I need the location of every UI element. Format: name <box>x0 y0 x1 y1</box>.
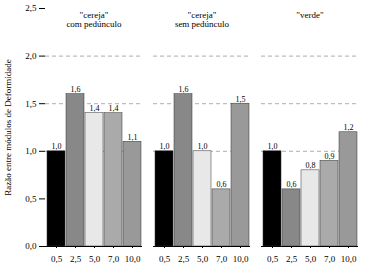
svg-text:5,0: 5,0 <box>305 254 317 264</box>
svg-text:0,0: 0,0 <box>25 241 37 251</box>
svg-text:"verde": "verde" <box>296 10 324 20</box>
svg-text:7,0: 7,0 <box>108 254 120 264</box>
svg-text:0,6: 0,6 <box>287 180 297 189</box>
svg-text:0,5: 0,5 <box>25 194 37 204</box>
svg-text:1,5: 1,5 <box>25 99 37 109</box>
svg-text:10,0: 10,0 <box>233 254 249 264</box>
svg-text:2,5: 2,5 <box>70 254 82 264</box>
svg-text:7,0: 7,0 <box>324 254 336 264</box>
svg-text:2,0: 2,0 <box>25 51 37 61</box>
svg-text:0,9: 0,9 <box>325 152 335 161</box>
svg-text:"cereja"com pedúnculo: "cereja"com pedúnculo <box>66 10 122 29</box>
svg-text:1,4: 1,4 <box>109 104 119 113</box>
svg-text:2,5: 2,5 <box>286 254 298 264</box>
svg-text:5,0: 5,0 <box>197 254 209 264</box>
svg-text:1,6: 1,6 <box>179 85 189 94</box>
svg-text:0,5: 0,5 <box>159 254 171 264</box>
svg-text:10,0: 10,0 <box>125 254 141 264</box>
svg-text:1,2: 1,2 <box>344 123 354 132</box>
svg-text:2,5: 2,5 <box>25 3 37 13</box>
svg-text:5,0: 5,0 <box>89 254 101 264</box>
svg-text:1,6: 1,6 <box>71 85 81 94</box>
svg-text:0,8: 0,8 <box>306 161 316 170</box>
svg-text:7,0: 7,0 <box>216 254 228 264</box>
svg-text:1,0: 1,0 <box>52 142 62 151</box>
svg-text:"cereja"sem pedúnculo: "cereja"sem pedúnculo <box>175 10 230 29</box>
svg-text:1,0: 1,0 <box>268 142 278 151</box>
svg-text:1,0: 1,0 <box>25 146 37 156</box>
svg-text:1,4: 1,4 <box>90 104 100 113</box>
svg-text:0,6: 0,6 <box>217 180 227 189</box>
svg-text:1,5: 1,5 <box>236 95 246 104</box>
svg-text:1,0: 1,0 <box>198 142 208 151</box>
svg-text:0,5: 0,5 <box>51 254 63 264</box>
svg-text:1,0: 1,0 <box>160 142 170 151</box>
svg-text:2,5: 2,5 <box>178 254 190 264</box>
svg-text:10,0: 10,0 <box>341 254 357 264</box>
svg-text:Razão entre módulos de Deformi: Razão entre módulos de Deformidade <box>3 59 13 195</box>
svg-text:0,5: 0,5 <box>267 254 279 264</box>
svg-text:1,1: 1,1 <box>128 133 138 142</box>
